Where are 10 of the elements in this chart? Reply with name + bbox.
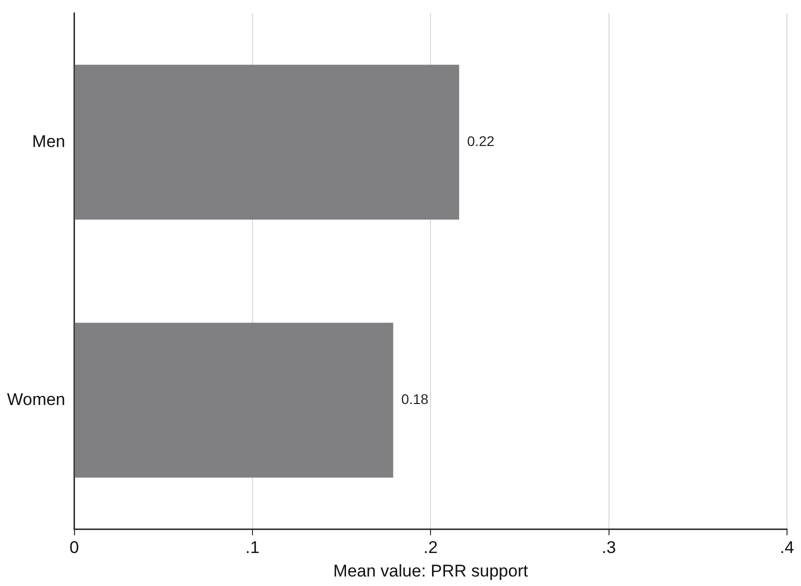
y-tick-label: Women	[7, 390, 66, 409]
x-tick-label: .4	[780, 538, 794, 558]
y-tick-label: Men	[32, 132, 66, 151]
x-axis-title: Mean value: PRR support	[333, 561, 528, 580]
data-label: 0.18	[401, 391, 429, 408]
x-tick-label: 0	[70, 538, 79, 558]
x-tick-label: .1	[245, 538, 260, 558]
x-tick-label: .3	[602, 538, 616, 558]
x-tick-label: .2	[424, 538, 438, 558]
data-label: 0.22	[467, 133, 495, 150]
